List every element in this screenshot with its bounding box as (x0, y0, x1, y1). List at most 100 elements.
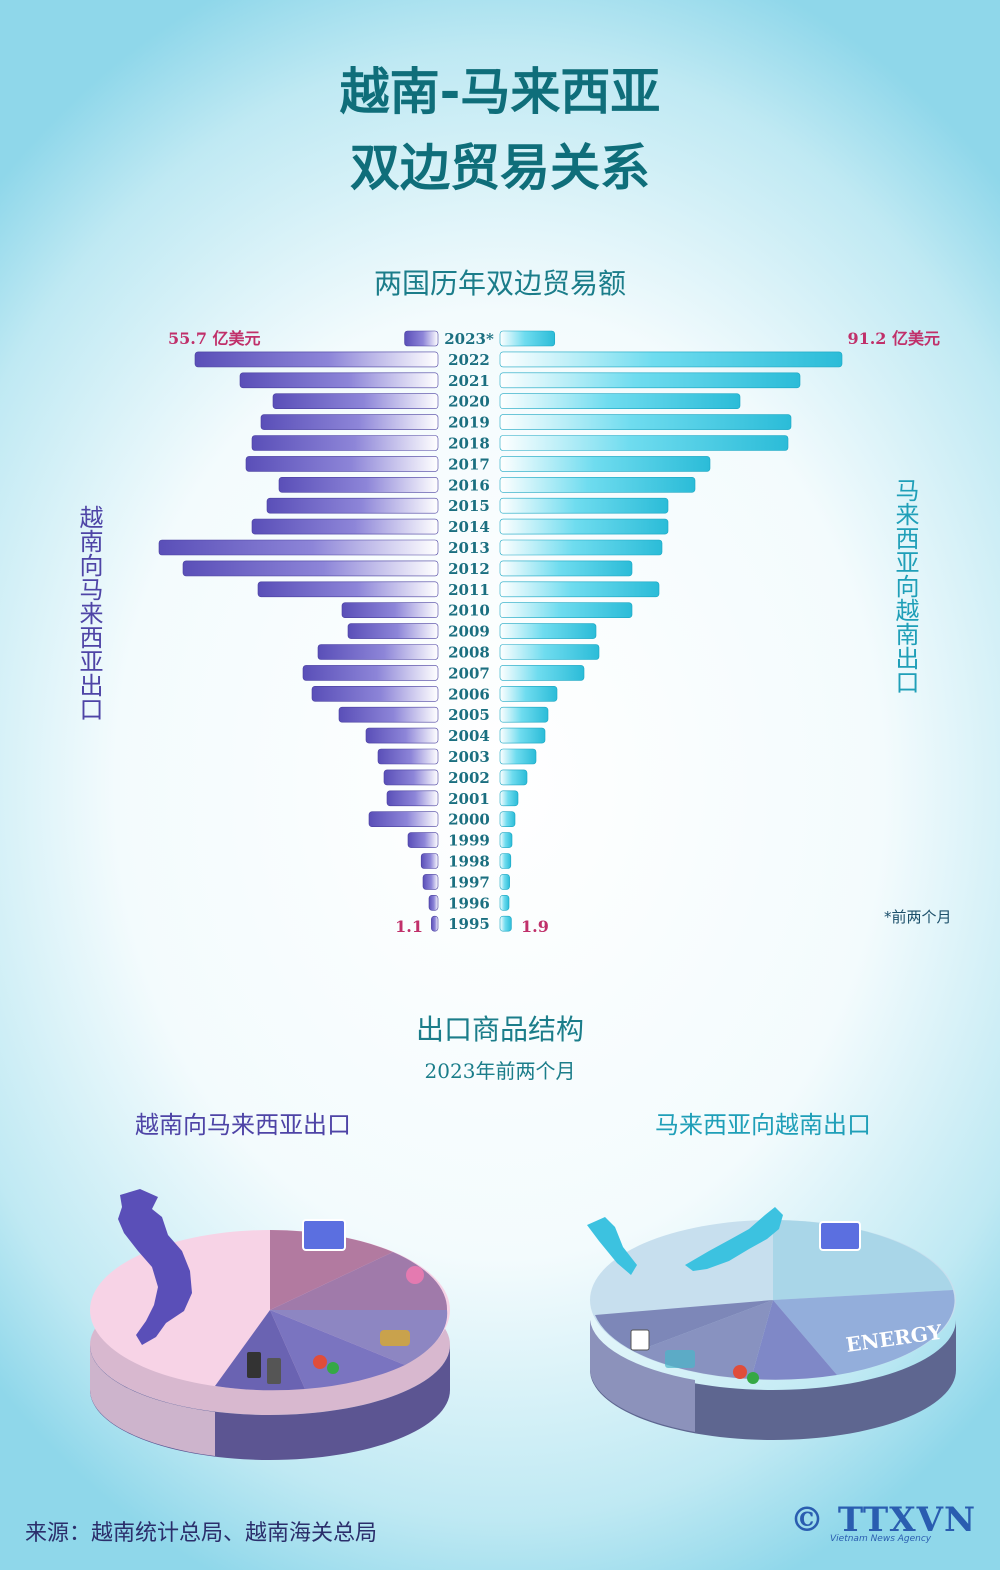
pie-right-slice-1 (773, 1220, 953, 1300)
year-label: 2021 (448, 372, 490, 390)
trade-butterfly-chart: 2023* 2022 2021 2020 2019 2018 2017 2016 2015 201… (158, 329, 940, 936)
bar-my-2019 (499, 414, 792, 430)
year-label: 2008 (448, 644, 490, 662)
pie-left-slice-1 (270, 1230, 393, 1310)
year-label: 2010 (448, 602, 490, 620)
bar-vn-2010 (341, 602, 439, 619)
year-label: 2018 (448, 435, 490, 453)
bar-vn-2003 (377, 748, 439, 765)
right-bottom-label: 1.9 (521, 917, 549, 936)
year-label: 2003 (448, 748, 490, 766)
year-label: 2006 (448, 685, 490, 703)
year-label: 2004 (448, 727, 490, 745)
bar-my-2020 (499, 393, 741, 410)
bar-vn-2007 (302, 665, 439, 681)
bar-vn-2022 (194, 351, 439, 368)
year-label: 2000 (448, 811, 490, 829)
year-label: 1996 (448, 894, 490, 912)
bar-my-2022 (499, 351, 843, 368)
bar-my-2018 (499, 435, 789, 451)
year-label: 2016 (448, 476, 490, 494)
pie-right-slice-2 (773, 1290, 955, 1375)
bar-vn-2008 (317, 644, 439, 660)
year-label: 2023* (444, 330, 494, 348)
bar-vn-2017 (245, 456, 439, 472)
year-label: 2002 (448, 769, 490, 787)
bar-my-2013 (499, 539, 663, 556)
pie-left-slice-3 (270, 1310, 448, 1365)
structure-title: 出口商品结构 (415, 1013, 584, 1046)
bar-my-1996 (499, 894, 510, 911)
left-top-label: 55.7 亿美元 (168, 329, 261, 348)
steel-icon (380, 1330, 410, 1346)
year-label: 2005 (448, 706, 490, 724)
bar-my-2008 (499, 644, 600, 660)
bar-my-1999 (499, 832, 513, 848)
gear-icon-2 (733, 1365, 747, 1379)
gear2-icon-2 (747, 1372, 759, 1384)
bar-vn-1999 (407, 832, 439, 848)
bar-my-1995 (499, 915, 512, 932)
source-footer: 来源：越南统计总局、越南海关总局 (25, 1521, 378, 1546)
washer-icon (630, 1329, 650, 1351)
year-label: 2013 (448, 539, 490, 557)
structure-subtitle: 2023年前两个月 (424, 1059, 576, 1083)
bar-vn-1995 (431, 915, 439, 932)
pie-left-title: 越南向马来西亚出口 (135, 1111, 351, 1139)
bar-my-2015 (499, 497, 669, 514)
pie-left-slice-2 (270, 1252, 448, 1310)
bar-my-2009 (499, 623, 597, 639)
main-title-line1: 越南-马来西亚 (339, 63, 661, 121)
bar-vn-1996 (428, 894, 439, 911)
bar-vn-2009 (347, 623, 439, 639)
bar-vn-2004 (365, 727, 439, 744)
bar-my-2016 (499, 476, 696, 493)
bar-my-2021 (499, 372, 801, 389)
year-label: 2017 (448, 455, 490, 473)
bar-vn-2019 (260, 414, 439, 430)
year-label: 2019 (448, 414, 490, 432)
vietnam-map-icon (118, 1189, 192, 1345)
bar-vn-2013 (158, 539, 439, 556)
bar-my-2005 (499, 706, 549, 723)
bar-my-2006 (499, 685, 558, 702)
bar-vn-2014 (251, 518, 439, 535)
bar-my-2002 (499, 769, 528, 786)
pie-vietnam-exports (89, 1189, 450, 1460)
bar-vn-2000 (368, 811, 439, 828)
bar-vn-2018 (251, 435, 439, 451)
left-bottom-label: 1.1 (395, 917, 423, 936)
pie-right-title: 马来西亚向越南出口 (655, 1111, 871, 1139)
year-label: 2022 (448, 351, 490, 369)
year-label: 2020 (448, 393, 490, 411)
year-label: 2011 (448, 581, 490, 599)
chart-title: 两国历年双边贸易额 (373, 267, 626, 300)
gear2-icon (327, 1362, 339, 1374)
right-axis-label: 马来西亚向越南出口 (891, 478, 919, 694)
bar-vn-2020 (272, 393, 439, 410)
bar-vn-1997 (422, 874, 439, 890)
year-label: 1998 (448, 853, 490, 871)
right-top-label: 91.2 亿美元 (847, 329, 940, 348)
year-label: 1997 (448, 873, 490, 891)
bar-vn-2005 (338, 706, 439, 723)
year-label: 2014 (448, 518, 490, 536)
computer-icon-2 (819, 1221, 861, 1251)
bar-my-2004 (499, 727, 546, 744)
bar-vn-2023 (404, 330, 439, 347)
bar-vn-2016 (278, 476, 439, 493)
computer-icon (302, 1219, 346, 1251)
year-label: 2012 (448, 560, 490, 578)
pie-malaysia-exports: ENERGY (587, 1207, 956, 1440)
malaysia-map-icon (587, 1207, 783, 1275)
chemistry-icon (665, 1350, 695, 1368)
bar-vn-2001 (386, 790, 439, 807)
gear-icon (313, 1355, 327, 1369)
pie-left-slice-4 (270, 1310, 405, 1389)
year-label: 1999 (448, 832, 490, 850)
bar-vn-1998 (420, 853, 439, 869)
bar-my-2012 (499, 560, 633, 577)
bar-my-2017 (499, 456, 711, 472)
bar-vn-2006 (311, 685, 439, 702)
bar-my-2023 (499, 330, 556, 347)
